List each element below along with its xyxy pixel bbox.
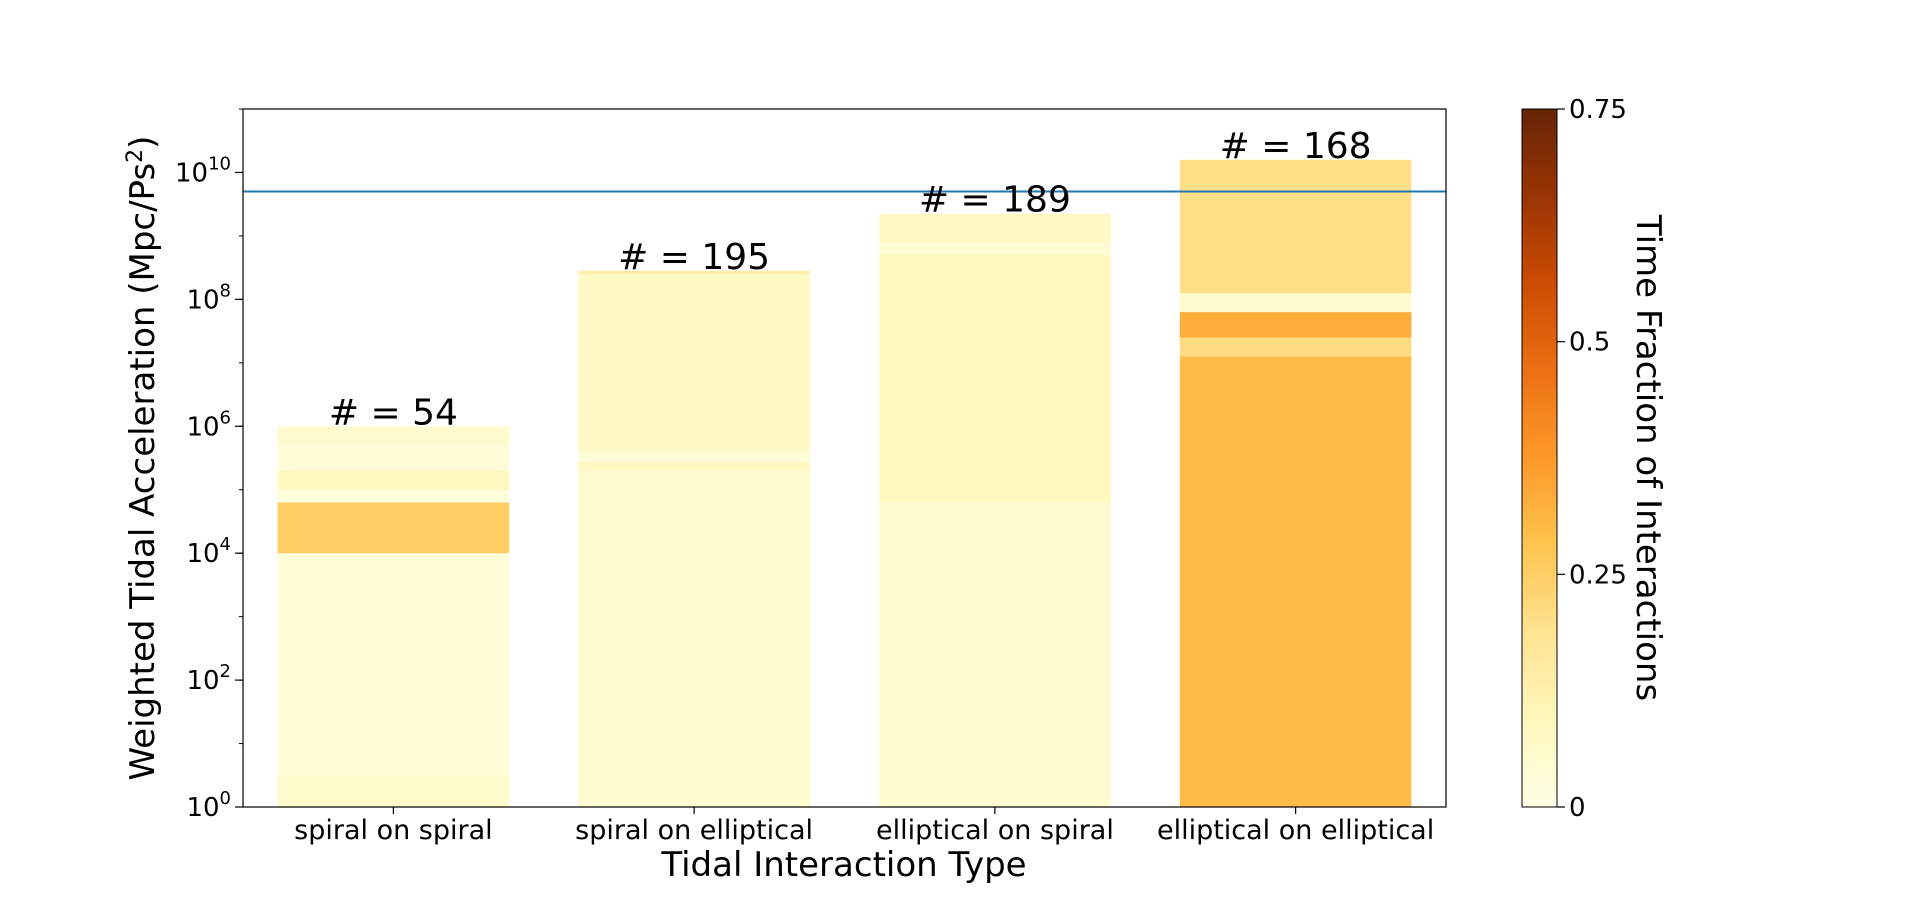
bar-3: [879, 213, 1111, 807]
y-tick-base: 10: [186, 285, 219, 315]
bar-segment: [879, 502, 1111, 807]
bar-segment: [1179, 159, 1412, 294]
y-tick-exp: 2: [220, 661, 231, 682]
bar-segment: [879, 213, 1111, 243]
y-tick-base: 10: [186, 412, 219, 442]
y-axis-label: Weighted Tidal Acceleration (Mpc/Ps2): [123, 136, 164, 781]
x-axis-label: Tidal Interaction Type: [660, 845, 1026, 885]
bar-segment: [879, 242, 1111, 255]
count-label: # = 195: [618, 237, 770, 278]
bar-segment: [277, 445, 510, 471]
bar-segment: [277, 553, 510, 776]
y-tick-exp: 0: [220, 788, 231, 809]
bar-segment: [879, 254, 1111, 503]
colorbar-label: Time Fraction of Interactions: [1628, 214, 1668, 701]
bar-segment: [578, 470, 810, 807]
colorbar-tick-label: 0.75: [1569, 95, 1627, 125]
bar-segment: [1179, 356, 1412, 807]
y-tick-label: 100: [186, 788, 231, 823]
y-tick-base: 10: [186, 793, 219, 823]
bar-4: [1179, 159, 1412, 807]
bar-segment: [277, 502, 510, 554]
y-axis-label-main: Weighted Tidal Acceleration (Mpc/Ps: [123, 163, 163, 781]
bar-segment: [277, 489, 510, 503]
bar-segment: [578, 451, 810, 462]
y-tick-label: 106: [186, 407, 231, 442]
count-labels: # = 54 # = 195 # = 189 # = 168: [329, 126, 1372, 433]
bar-1: [277, 426, 510, 807]
bar-segment: [1179, 337, 1412, 357]
bars-layer: [277, 159, 1412, 807]
bar-segment: [578, 461, 810, 471]
y-tick-label: 104: [186, 534, 231, 569]
x-axis: spiral on spiral spiral on elliptical elli…: [294, 807, 1434, 846]
colorbar-ticks: 0 0.25 0.5 0.75: [1557, 95, 1627, 823]
x-tick-label: elliptical on elliptical: [1157, 815, 1434, 846]
y-tick-exp: 8: [220, 280, 231, 301]
y-tick-label: 102: [186, 661, 231, 696]
count-label: # = 189: [919, 180, 1071, 221]
y-tick-exp: 10: [208, 153, 231, 174]
bar-segment: [578, 274, 810, 452]
y-tick-base: 10: [175, 158, 208, 188]
colorbar-tick-label: 0: [1569, 793, 1586, 823]
bar-segment: [578, 270, 810, 274]
bar-segment: [1179, 293, 1412, 312]
count-label: # = 168: [1220, 126, 1372, 167]
bar-segment: [277, 426, 510, 446]
y-tick-label: 108: [186, 280, 231, 315]
plot-frame: [242, 108, 1447, 808]
y-axis-label-sup: 2: [123, 149, 148, 163]
y-tick-label: 1010: [175, 153, 231, 188]
colorbar-tick-label: 0.25: [1569, 560, 1627, 590]
x-tick-label: spiral on elliptical: [575, 815, 813, 846]
x-tick-label: elliptical on spiral: [876, 815, 1114, 846]
bar-segment: [277, 775, 510, 807]
y-tick-exp: 4: [220, 534, 231, 555]
y-tick-base: 10: [186, 539, 219, 569]
x-tick-label: spiral on spiral: [294, 815, 493, 846]
y-tick-exp: 6: [220, 407, 231, 428]
bar-segment: [277, 470, 510, 490]
count-label: # = 54: [329, 392, 458, 433]
colorbar: [1521, 108, 1558, 808]
colorbar-tick-label: 0.5: [1569, 328, 1610, 358]
y-axis-label-close: ): [123, 136, 163, 149]
bar-2: [578, 270, 810, 807]
y-tick-base: 10: [186, 666, 219, 696]
bar-segment: [1179, 312, 1412, 338]
